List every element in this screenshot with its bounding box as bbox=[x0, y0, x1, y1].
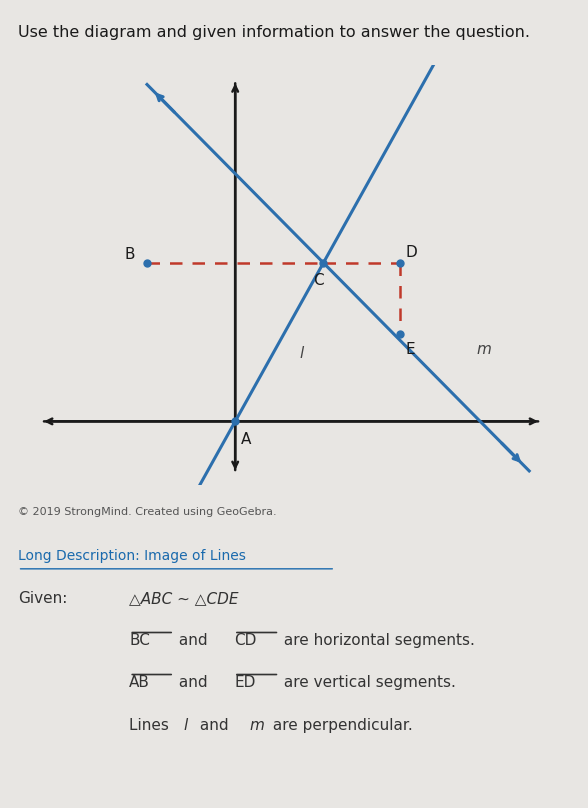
Text: m: m bbox=[476, 342, 491, 357]
Text: Long Description: Image of Lines: Long Description: Image of Lines bbox=[18, 549, 246, 563]
Text: E: E bbox=[406, 342, 415, 357]
Text: l: l bbox=[300, 346, 304, 361]
Text: Use the diagram and given information to answer the question.: Use the diagram and given information to… bbox=[18, 25, 530, 40]
Text: and: and bbox=[174, 675, 212, 691]
Text: and: and bbox=[174, 633, 212, 649]
Text: are perpendicular.: are perpendicular. bbox=[268, 718, 412, 733]
Text: AB: AB bbox=[129, 675, 151, 691]
Text: are vertical segments.: are vertical segments. bbox=[279, 675, 456, 691]
Text: D: D bbox=[406, 246, 417, 260]
Text: are horizontal segments.: are horizontal segments. bbox=[279, 633, 475, 649]
Text: and: and bbox=[195, 718, 233, 733]
Text: A: A bbox=[241, 431, 252, 447]
Text: B: B bbox=[125, 247, 135, 262]
Text: ED: ED bbox=[234, 675, 255, 691]
Text: Lines: Lines bbox=[129, 718, 174, 733]
Text: Given:: Given: bbox=[18, 591, 67, 607]
Text: C: C bbox=[313, 273, 323, 288]
Text: △ABC ∼ △CDE: △ABC ∼ △CDE bbox=[129, 591, 239, 607]
Text: CD: CD bbox=[234, 633, 256, 649]
Text: l: l bbox=[183, 718, 188, 733]
Text: m: m bbox=[250, 718, 265, 733]
Text: BC: BC bbox=[129, 633, 151, 649]
Text: © 2019 StrongMind. Created using GeoGebra.: © 2019 StrongMind. Created using GeoGebr… bbox=[18, 507, 276, 517]
